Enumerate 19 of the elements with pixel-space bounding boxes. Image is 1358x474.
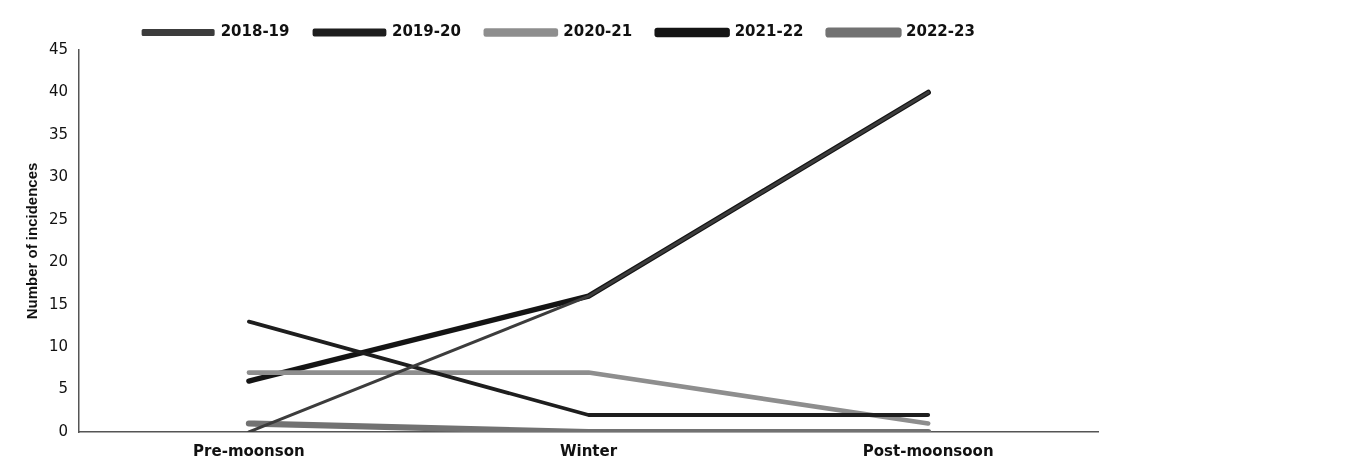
legend-label: 2021-22 <box>734 22 804 41</box>
y-tick-label: 45 <box>48 39 69 58</box>
y-tick-label: 25 <box>48 209 69 228</box>
x-tick-label: Post-moonsoon <box>862 441 994 460</box>
legend-label: 2020-21 <box>563 22 633 41</box>
x-tick-label: Winter <box>559 441 618 460</box>
legend-label: 2019-20 <box>391 22 461 41</box>
y-tick-label: 5 <box>58 379 69 398</box>
x-tick-label: Pre-moonson <box>193 441 305 460</box>
y-tick-label: 15 <box>48 294 69 313</box>
y-tick-label: 30 <box>48 167 69 186</box>
y-tick-label: 40 <box>48 82 69 101</box>
y-tick-label: 20 <box>48 252 69 271</box>
y-tick-label: 10 <box>48 337 69 355</box>
y-tick-label: 35 <box>48 124 69 143</box>
legend-label: 2018-19 <box>220 22 290 41</box>
y-tick-label: 0 <box>58 421 69 440</box>
y-axis-title: Number of incidences <box>23 162 41 320</box>
legend-label: 2022-23 <box>906 22 975 41</box>
